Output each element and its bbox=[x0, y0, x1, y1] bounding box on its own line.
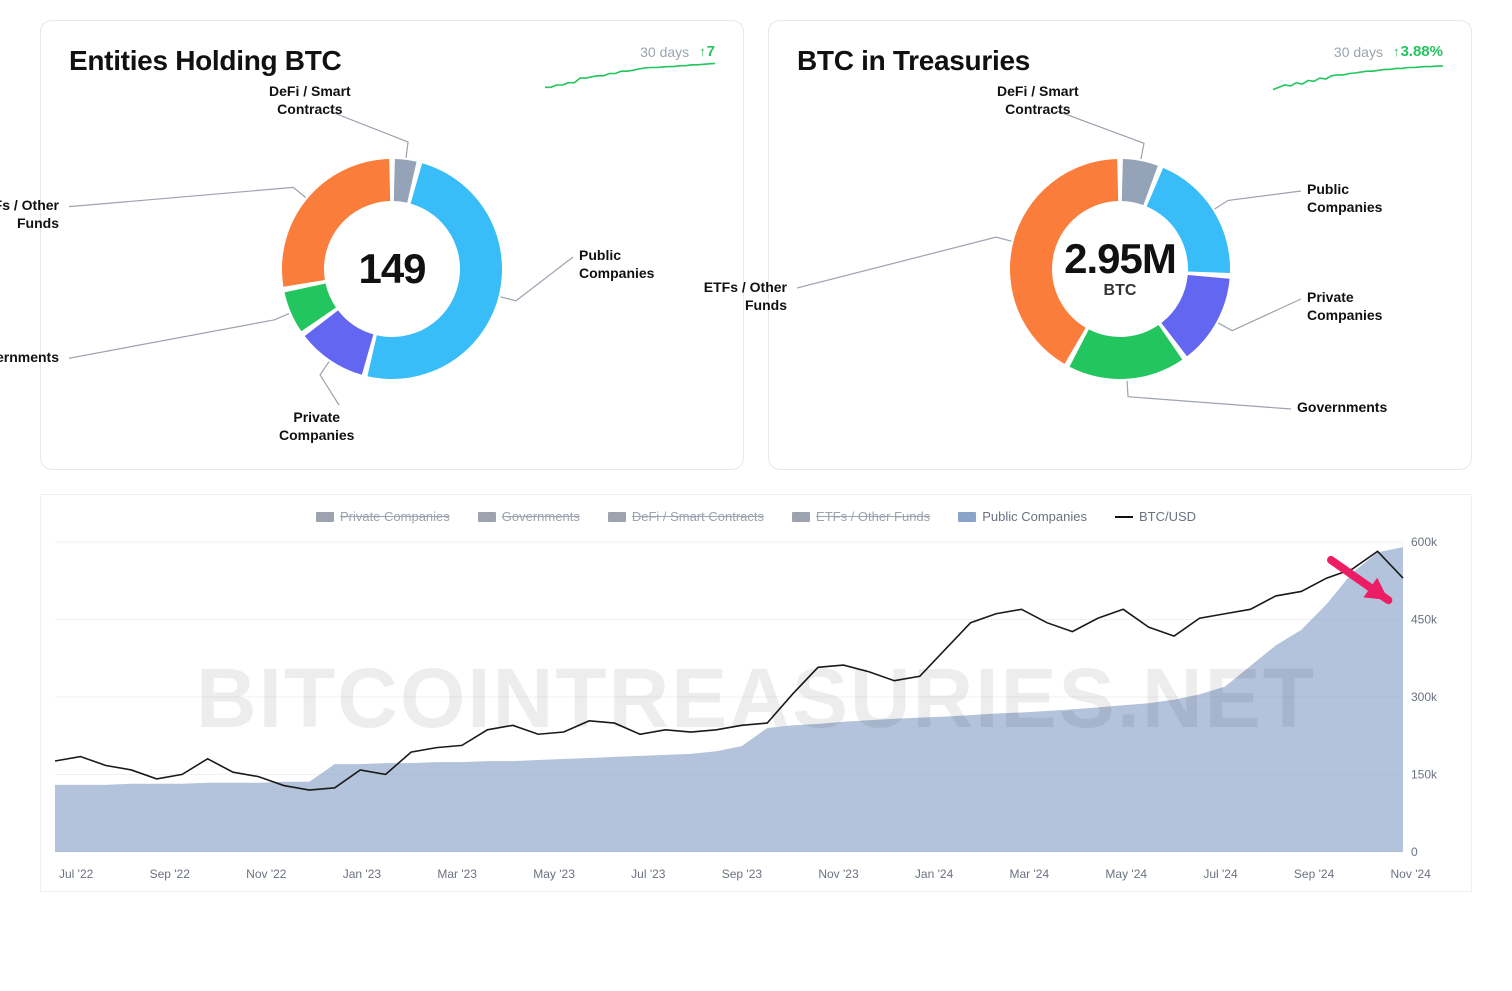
x-tick-label: Sep '23 bbox=[722, 867, 762, 881]
donut-segment-label: ETFs / OtherFunds bbox=[0, 197, 59, 232]
donut-center: 149 bbox=[358, 248, 425, 290]
legend-swatch-icon bbox=[1115, 516, 1133, 518]
timeseries-xaxis: Jul '22 Sep '22 Nov '22 Jan '23 Mar '23 May '… bbox=[51, 861, 1461, 881]
legend-item[interactable]: Public Companies bbox=[958, 509, 1087, 524]
donut-segment[interactable] bbox=[1070, 325, 1183, 379]
donut-chart-zone: 149DeFi / SmartContractsPublicCompaniesP… bbox=[69, 89, 715, 449]
timeseries-plot-wrap: 0150k300k450k600k BITCOINTREASURIES.NET bbox=[51, 536, 1461, 861]
legend-label: DeFi / Smart Contracts bbox=[632, 509, 764, 524]
x-tick-label: Jul '23 bbox=[631, 867, 665, 881]
donut-center: 2.95M BTC bbox=[1064, 238, 1176, 300]
y-tick-label: 300k bbox=[1411, 690, 1438, 704]
arrow-up-icon: ↑ bbox=[699, 44, 706, 59]
legend-swatch-icon bbox=[316, 512, 334, 522]
legend-label: Private Companies bbox=[340, 509, 450, 524]
spark-days-label: 30 days bbox=[1334, 44, 1383, 60]
card-treasuries: BTC in Treasuries 30 days ↑3.88% 2.95MBT… bbox=[768, 20, 1472, 470]
legend-label: Governments bbox=[502, 509, 580, 524]
arrow-up-icon: ↑ bbox=[1393, 44, 1400, 59]
legend-label: BTC/USD bbox=[1139, 509, 1196, 524]
area-series-public-companies bbox=[55, 547, 1403, 852]
timeseries-plot: 0 150k 300k 450k 600k bbox=[51, 536, 1451, 856]
legend-item[interactable]: Private Companies bbox=[316, 509, 450, 524]
x-tick-label: Nov '22 bbox=[246, 867, 286, 881]
legend-item[interactable]: ETFs / Other Funds bbox=[792, 509, 930, 524]
donut-segment-label: PublicCompanies bbox=[1307, 181, 1382, 216]
spark-delta: ↑7 bbox=[699, 43, 715, 60]
x-tick-label: Nov '23 bbox=[818, 867, 858, 881]
donut-center-value: 2.95M bbox=[1064, 238, 1176, 280]
donut-segment-label: Governments bbox=[0, 349, 59, 367]
x-tick-label: Sep '24 bbox=[1294, 867, 1334, 881]
donut-segment-label: DeFi / SmartContracts bbox=[997, 83, 1079, 118]
legend-label: ETFs / Other Funds bbox=[816, 509, 930, 524]
donut-segment-label: PrivateCompanies bbox=[279, 409, 354, 444]
donut-center-value: 149 bbox=[358, 248, 425, 290]
donut-segment-label: DeFi / SmartContracts bbox=[269, 83, 351, 118]
x-tick-label: Jan '24 bbox=[915, 867, 953, 881]
legend-swatch-icon bbox=[792, 512, 810, 522]
x-tick-label: Jul '24 bbox=[1203, 867, 1237, 881]
y-tick-label: 450k bbox=[1411, 613, 1438, 627]
legend-swatch-icon bbox=[478, 512, 496, 522]
legend-swatch-icon bbox=[608, 512, 626, 522]
x-tick-label: May '24 bbox=[1105, 867, 1147, 881]
legend-item[interactable]: Governments bbox=[478, 509, 580, 524]
x-tick-label: Sep '22 bbox=[150, 867, 190, 881]
y-tick-label: 150k bbox=[1411, 768, 1438, 782]
x-tick-label: Mar '24 bbox=[1010, 867, 1050, 881]
y-tick-label: 0 bbox=[1411, 845, 1418, 856]
donut-segment-label: PublicCompanies bbox=[579, 247, 654, 282]
legend-swatch-icon bbox=[958, 512, 976, 522]
x-tick-label: Mar '23 bbox=[437, 867, 477, 881]
x-tick-label: Nov '24 bbox=[1391, 867, 1431, 881]
timeseries-card: Private Companies Governments DeFi / Smart… bbox=[40, 494, 1472, 892]
legend-label: Public Companies bbox=[982, 509, 1087, 524]
y-tick-label: 600k bbox=[1411, 536, 1438, 549]
timeseries-legend: Private Companies Governments DeFi / Smart… bbox=[51, 509, 1461, 524]
donut-segment-label: PrivateCompanies bbox=[1307, 289, 1382, 324]
x-tick-label: Jan '23 bbox=[343, 867, 381, 881]
x-tick-label: Jul '22 bbox=[59, 867, 93, 881]
donut-segment-label: Governments bbox=[1297, 399, 1387, 417]
donut-chart-zone: 2.95MBTCDeFi / SmartContractsPublicCompa… bbox=[797, 89, 1443, 449]
legend-item[interactable]: DeFi / Smart Contracts bbox=[608, 509, 764, 524]
donut-segment-label: ETFs / OtherFunds bbox=[647, 279, 787, 314]
spark-days-label: 30 days bbox=[640, 44, 689, 60]
spark-delta: ↑3.88% bbox=[1393, 43, 1443, 60]
x-tick-label: May '23 bbox=[533, 867, 575, 881]
card-entities: Entities Holding BTC 30 days ↑7 149DeFi … bbox=[40, 20, 744, 470]
legend-item[interactable]: BTC/USD bbox=[1115, 509, 1196, 524]
donut-center-unit: BTC bbox=[1064, 282, 1176, 300]
